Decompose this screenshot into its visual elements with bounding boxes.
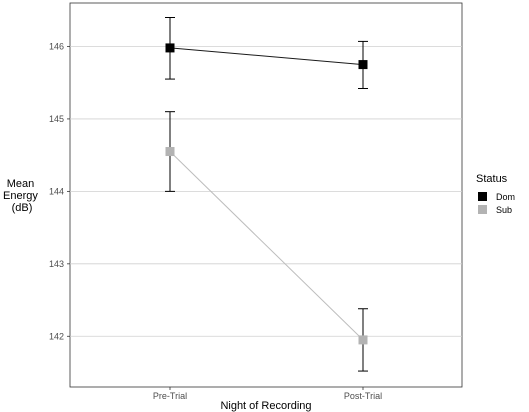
y-tick-label: 142 [49,331,64,341]
legend-label-sub: Sub [496,205,512,215]
legend-key-sub [478,205,487,214]
series-layer [165,16,368,372]
gridlines [70,46,462,337]
x-axis-ticks: Pre-Trial Post-Trial [153,387,382,401]
x-tick-label: Post-Trial [344,391,382,401]
y-axis-title-line-3: (dB) [12,202,33,214]
panel-border [69,2,463,388]
y-tick-label: 146 [49,41,64,51]
y-tick-label: 144 [49,186,64,196]
data-point-dom [165,43,175,53]
data-point-dom [358,60,368,70]
x-tick-label: Pre-Trial [153,391,187,401]
x-axis-title: Night of Recording [220,400,311,412]
y-axis-title-line-2: Energy [3,190,38,202]
y-axis-title: Mean Energy (dB) [3,178,41,214]
data-point-sub [358,335,368,345]
series-line-sub [169,151,364,341]
y-tick-label: 145 [49,114,64,124]
legend: Status Dom Sub [476,173,515,215]
legend-label-dom: Dom [496,192,515,202]
y-axis-ticks: 142 143 144 145 146 [49,41,70,341]
series-line-dom [169,47,364,66]
y-tick-label: 143 [49,259,64,269]
y-axis-title-line-1: Mean [7,178,35,190]
data-point-sub [165,147,175,157]
legend-key-dom [478,192,487,201]
legend-title: Status [476,173,508,185]
